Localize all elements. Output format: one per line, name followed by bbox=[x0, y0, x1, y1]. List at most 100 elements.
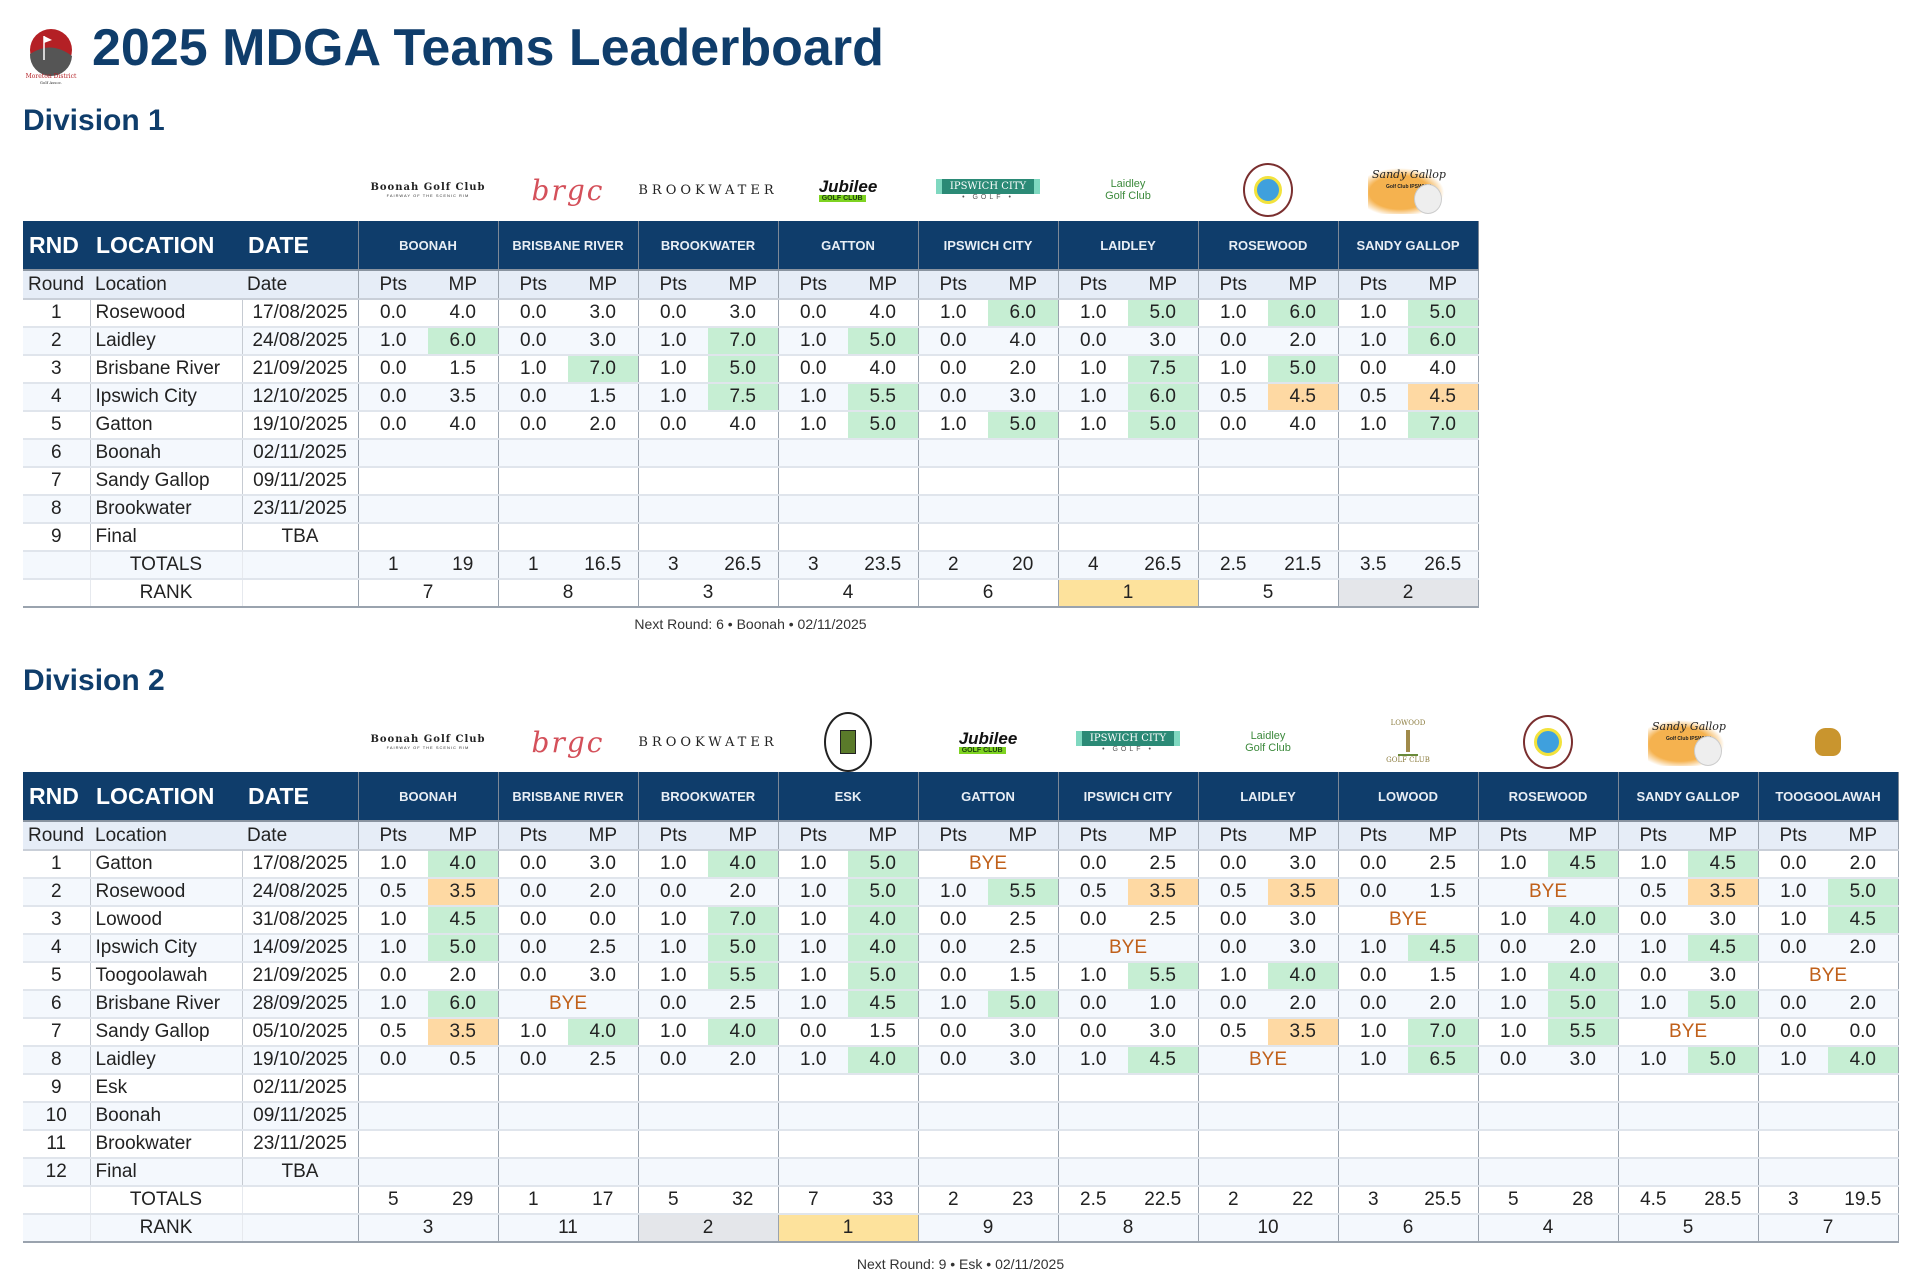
pts-cell: 1.0 bbox=[638, 850, 708, 879]
team-rank: 4 bbox=[778, 578, 919, 608]
team-header[interactable]: ROSEWOOD bbox=[1198, 221, 1339, 271]
pts-cell bbox=[498, 1158, 568, 1187]
mp-cell bbox=[1408, 495, 1479, 524]
team-header[interactable]: BRISBANE RIVER bbox=[498, 772, 639, 822]
team-header[interactable]: LOWOOD bbox=[1338, 772, 1479, 822]
mp-cell: 6.0 bbox=[1128, 383, 1199, 412]
team-rank: 10 bbox=[1198, 1213, 1339, 1243]
team-header[interactable]: LAIDLEY bbox=[1198, 772, 1339, 822]
team-logo-cell: LOWOOD GOLF CLUB bbox=[1338, 712, 1478, 772]
mp-cell: 7.0 bbox=[708, 906, 779, 935]
mp-cell: 7.0 bbox=[1408, 1018, 1479, 1047]
round-location: Laidley bbox=[90, 327, 243, 356]
pts-cell: 0.0 bbox=[498, 850, 568, 879]
pts-subheader: Pts bbox=[1758, 821, 1829, 851]
page-title: 2025 MDGA Teams Leaderboard bbox=[92, 19, 884, 77]
team-logo-cell: Laidley Golf Club bbox=[1058, 160, 1198, 220]
pts-cell: 1.0 bbox=[358, 327, 428, 356]
pts-cell: 1.0 bbox=[778, 850, 848, 879]
team-header[interactable]: BOONAH bbox=[358, 772, 499, 822]
mp-cell: 2.0 bbox=[428, 962, 499, 991]
rank-row: RANK 3 11 2 1 9 8 10 6 4 5 7 bbox=[23, 1213, 1899, 1243]
mp-cell: 1.5 bbox=[848, 1018, 919, 1047]
team-logo-cell bbox=[778, 712, 918, 772]
pts-cell: 1.0 bbox=[638, 1018, 708, 1047]
pts-cell: 0.0 bbox=[638, 990, 708, 1019]
mp-cell: 5.0 bbox=[1688, 990, 1759, 1019]
team-header[interactable]: IPSWICH CITY bbox=[918, 221, 1059, 271]
round-subheader: Round bbox=[23, 821, 90, 851]
mp-subheader: MP bbox=[1688, 821, 1759, 851]
mp-subheader: MP bbox=[568, 821, 639, 851]
mp-cell: 3.0 bbox=[988, 1018, 1059, 1047]
mp-subheader: MP bbox=[848, 270, 919, 300]
mp-cell: 3.0 bbox=[568, 850, 639, 879]
next-round-info: Next Round: 9 • Esk • 02/11/2025 bbox=[856, 1256, 1065, 1272]
team-header[interactable]: BRISBANE RIVER bbox=[498, 221, 639, 271]
team-header[interactable]: ROSEWOOD bbox=[1478, 772, 1619, 822]
pts-cell bbox=[1618, 1102, 1689, 1131]
pts-cell: 0.0 bbox=[358, 383, 428, 412]
round-date: 17/08/2025 bbox=[242, 850, 359, 879]
mp-cell bbox=[988, 1074, 1059, 1103]
pts-subheader: Pts bbox=[778, 270, 848, 300]
team-header[interactable]: BOONAH bbox=[358, 221, 499, 271]
pts-cell: 1.0 bbox=[498, 355, 568, 384]
mp-cell: 5.0 bbox=[848, 327, 919, 356]
round-date: 09/11/2025 bbox=[242, 467, 359, 496]
mp-cell bbox=[568, 495, 639, 524]
team-header[interactable]: GATTON bbox=[918, 772, 1059, 822]
team-header[interactable]: BROOKWATER bbox=[638, 221, 779, 271]
pts-cell: 1.0 bbox=[638, 962, 708, 991]
mp-cell bbox=[568, 1102, 639, 1131]
pts-cell: 0.0 bbox=[1478, 934, 1549, 963]
pts-cell: 1.0 bbox=[1338, 299, 1409, 328]
team-logo-cell: Laidley Golf Club bbox=[1198, 712, 1338, 772]
mp-cell: 2.0 bbox=[1408, 990, 1479, 1019]
mp-cell: 2.5 bbox=[1128, 906, 1199, 935]
team-logo-cell: Jubilee GOLF CLUB bbox=[918, 712, 1058, 772]
team-header[interactable]: LAIDLEY bbox=[1058, 221, 1199, 271]
pts-cell bbox=[498, 495, 568, 524]
rosewood-logo bbox=[1523, 715, 1573, 769]
pts-cell: 0.0 bbox=[1758, 990, 1829, 1019]
pts-cell: 1.0 bbox=[778, 878, 848, 907]
stag-emblem-icon bbox=[840, 730, 856, 754]
pts-cell: 1.0 bbox=[1198, 355, 1268, 384]
pts-cell: 0.0 bbox=[1198, 906, 1269, 935]
round-number: 12 bbox=[23, 1158, 91, 1187]
pts-cell: 0.0 bbox=[918, 355, 988, 384]
pts-cell: 0.0 bbox=[498, 962, 568, 991]
team-header[interactable]: GATTON bbox=[778, 221, 919, 271]
mp-cell: 4.0 bbox=[848, 1046, 919, 1075]
pts-cell bbox=[1478, 1158, 1549, 1187]
total-mp: 23 bbox=[988, 1185, 1059, 1215]
pts-cell bbox=[778, 467, 848, 496]
team-header[interactable]: IPSWICH CITY bbox=[1058, 772, 1199, 822]
round-row: 1 Rosewood 17/08/2025 0.0 4.0 0.0 3.0 0.0 3.0 0.0… bbox=[23, 299, 1479, 328]
pts-cell: 0.5 bbox=[1618, 878, 1689, 907]
pts-cell: 0.0 bbox=[918, 962, 989, 991]
round-date: 28/09/2025 bbox=[242, 990, 359, 1019]
pts-cell: 0.0 bbox=[1198, 934, 1269, 963]
team-logo-cell: BROOKWATER bbox=[638, 160, 778, 220]
pts-cell: 1.0 bbox=[778, 934, 848, 963]
mp-cell: 5.5 bbox=[988, 878, 1059, 907]
pts-cell: 1.0 bbox=[1478, 850, 1549, 879]
pts-cell: 0.5 bbox=[1198, 383, 1268, 412]
team-header[interactable]: ESK bbox=[778, 772, 919, 822]
mp-cell bbox=[848, 1074, 919, 1103]
laidley-logo: Laidley Golf Club bbox=[1105, 178, 1151, 202]
team-header[interactable]: TOOGOOLAWAH bbox=[1758, 772, 1899, 822]
golf-ball-icon bbox=[1694, 736, 1722, 766]
pts-cell: 1.0 bbox=[1478, 962, 1549, 991]
pts-cell: 1.0 bbox=[638, 355, 708, 384]
pts-cell bbox=[1338, 1074, 1409, 1103]
team-logo-cell bbox=[1758, 712, 1898, 772]
team-header[interactable]: SANDY GALLOP bbox=[1338, 221, 1479, 271]
round-date: 23/11/2025 bbox=[242, 1130, 359, 1159]
mp-cell: 4.0 bbox=[568, 1018, 639, 1047]
team-header[interactable]: BROOKWATER bbox=[638, 772, 779, 822]
team-header[interactable]: SANDY GALLOP bbox=[1618, 772, 1759, 822]
team-rank: 8 bbox=[1058, 1213, 1199, 1243]
